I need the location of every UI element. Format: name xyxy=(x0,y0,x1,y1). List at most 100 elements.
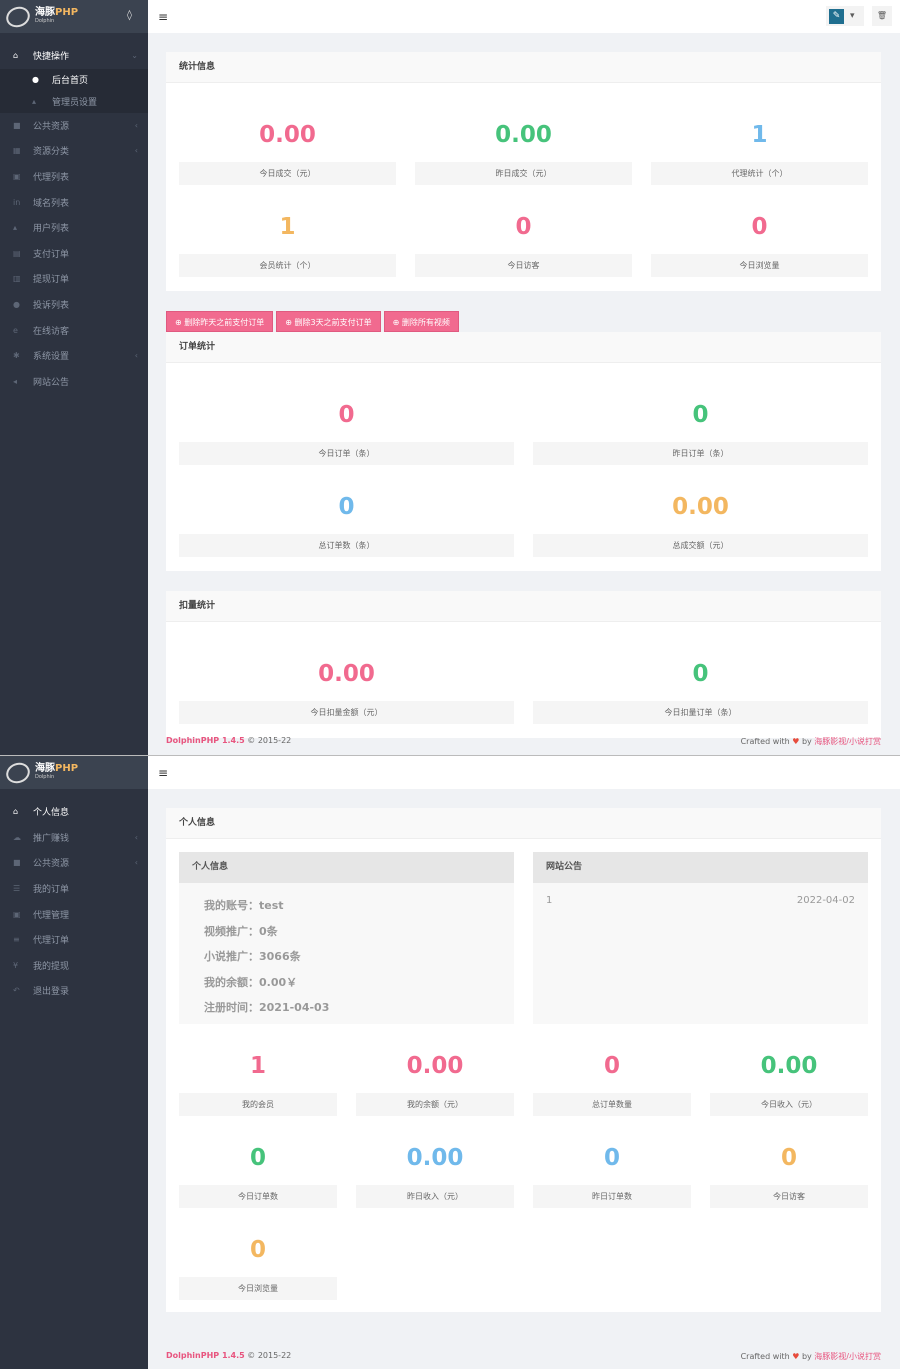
video-icon: ■ xyxy=(13,858,21,868)
delete-all-videos-button[interactable]: ⊕ 删除所有视频 xyxy=(383,311,459,332)
folder-open-icon: ⌂ xyxy=(13,51,19,61)
stat-value: 0 xyxy=(603,1053,620,1079)
stat-card: 0 今日访客 xyxy=(710,1116,868,1208)
stat-card: 0 今日订单数 xyxy=(179,1116,337,1208)
stat-card: 0.00 昨日收入（元） xyxy=(356,1116,514,1208)
sidebar-item-label: 代理列表 xyxy=(33,173,70,184)
sidebar-item[interactable]: ▴ 管理员设置 xyxy=(0,91,148,113)
home-icon: ⌂ xyxy=(13,807,19,817)
menu-toggle-icon[interactable]: ≡ xyxy=(158,9,169,24)
delete-before-yesterday-button[interactable]: ⊕ 删除昨天之前支付订单 xyxy=(166,311,274,332)
notice-date: 2022-04-02 xyxy=(796,895,855,906)
by-text: by xyxy=(801,1352,812,1361)
product-link[interactable]: DolphinPHP 1.4.5 xyxy=(166,1351,245,1360)
stat-value: 0 xyxy=(338,494,355,520)
sidebar-item[interactable]: ▦ 资源分类 ‹ xyxy=(0,138,148,164)
sidebar-item[interactable]: ⌂ 个人信息 xyxy=(0,799,148,825)
sidebar-item-label: 个人信息 xyxy=(33,808,70,819)
orders-block: 订单统计 0 今日订单（条） 0 昨日订单（条） 0 总订单数（条） 0.00 总成交额（元） xyxy=(166,332,881,571)
stat-value: 0 xyxy=(249,1145,266,1171)
sidebar-item[interactable]: ≡ 代理订单 xyxy=(0,927,148,953)
sidebar-item-label: 管理员设置 xyxy=(52,98,98,109)
sidebar-item[interactable]: ■ 公共资源 ‹ xyxy=(0,113,148,139)
panel-title: 个人信息 xyxy=(179,852,514,883)
sidebar-item[interactable]: ● 投诉列表 xyxy=(0,292,148,318)
delete-before-3-days-button[interactable]: ⊕ 删除3天之前支付订单 xyxy=(276,311,381,332)
stat-label: 总成交额（元） xyxy=(533,534,868,557)
sidebar-item-label: 快捷操作 xyxy=(33,52,70,63)
stat-value: 0.00 xyxy=(318,661,375,687)
stat-card: 0 昨日订单数 xyxy=(533,1116,691,1208)
sidebar-item[interactable]: ▣ 代理管理 xyxy=(0,901,148,927)
chevron-icon: ‹ xyxy=(134,858,138,868)
stats-block: 统计信息 0.00 今日成交（元） 0.00 昨日成交（元） 1 代理统计（个） 1 会员统计… xyxy=(166,52,881,291)
heart-icon: ♥ xyxy=(792,1352,800,1361)
author-link[interactable]: 海豚影视/小说打赏 xyxy=(814,737,881,746)
block-title: 个人信息 xyxy=(166,808,881,839)
sidebar-item[interactable]: ↶ 退出登录 xyxy=(0,978,148,1004)
dolphin-logo-icon xyxy=(3,2,33,31)
info-row: 小说推广：3066条 xyxy=(204,950,301,963)
info-circle-icon: ● xyxy=(13,300,20,310)
stat-label: 昨日收入（元） xyxy=(356,1185,514,1208)
sidebar-item[interactable]: ✱ 系统设置 ‹ xyxy=(0,343,148,369)
users-icon: ▣ xyxy=(13,909,21,919)
chevron-icon: ‹ xyxy=(134,351,138,361)
stat-label: 昨日订单数 xyxy=(533,1185,691,1208)
copyright: © 2015-22 xyxy=(247,736,292,745)
sidebar-item[interactable]: ▣ 代理列表 xyxy=(0,164,148,190)
sidebar-item-label: 推广赚钱 xyxy=(33,833,70,844)
notice-panel: 网站公告 1 2022-04-02 xyxy=(533,852,868,1024)
stat-value: 0.00 xyxy=(406,1145,464,1171)
product-link[interactable]: DolphinPHP 1.4.5 xyxy=(166,736,245,745)
sidebar-item[interactable]: ☁ 推广赚钱 ‹ xyxy=(0,825,148,851)
stat-label: 我的会员 xyxy=(179,1093,337,1116)
notice-item[interactable]: 1 2022-04-02 xyxy=(533,883,868,918)
sidebar-nav: ⌂ 快捷操作 ⌄ ● 后台首页 ▴ 管理员设置 ■ 公共资源 ‹ ▦ 资源分类 ‹ ▣ 代理列表 in 域名列表… xyxy=(0,33,148,394)
sidebar-item-label: 后台首页 xyxy=(52,76,89,87)
stat-label: 今日成交（元） xyxy=(179,162,396,185)
main: ≡ 个人信息 个人信息 我的账号：test 视频推广：0条 小说推广：3066条 我的… xyxy=(148,756,900,1369)
button-label: 删除所有视频 xyxy=(401,318,450,327)
bullhorn-icon: ◂ xyxy=(13,376,18,386)
info-row: 注册时间：2021-04-03 xyxy=(204,1001,330,1014)
sidebar-nav: ⌂ 个人信息 ☁ 推广赚钱 ‹ ■ 公共资源 ‹ ☰ 我的订单 ▣ 代理管理 ≡ 代理订单 ¥ 我的提现 ↶ 退出… xyxy=(0,789,148,1004)
stat-value: 0.00 xyxy=(672,494,729,520)
sidebar-item[interactable]: e 在线访客 xyxy=(0,317,148,343)
stat-card: 0 总订单数（条） xyxy=(179,465,514,557)
admin-screen: 海豚PHP Dolphin ◊ ⌂ 快捷操作 ⌄ ● 后台首页 ▴ 管理员设置 ■ 公共资源 ‹ ▦ 资… xyxy=(0,0,900,755)
clear-cache-button[interactable]: 🗑 xyxy=(872,6,892,26)
sidebar-item[interactable]: in 域名列表 xyxy=(0,189,148,215)
logo[interactable]: 海豚PHP Dolphin xyxy=(0,756,148,789)
sidebar-item[interactable]: ☰ 我的订单 xyxy=(0,876,148,902)
block-title: 统计信息 xyxy=(166,52,881,83)
theme-drop-icon[interactable]: ◊ xyxy=(127,10,132,21)
submenu: ● 后台首页 ▴ 管理员设置 xyxy=(0,68,148,113)
linkedin-icon: in xyxy=(13,197,21,207)
sidebar-item[interactable]: ● 后台首页 xyxy=(0,69,148,91)
logo[interactable]: 海豚PHP Dolphin ◊ xyxy=(0,0,148,33)
sidebar-item[interactable]: ▴ 用户列表 xyxy=(0,215,148,241)
ie-icon: e xyxy=(13,325,18,335)
brand-sub: Dolphin xyxy=(35,17,55,24)
sidebar-item[interactable]: ▤ 支付订单 xyxy=(0,241,148,267)
stat-card: 0.00 总成交额（元） xyxy=(533,465,868,557)
stat-label: 总订单数量 xyxy=(533,1093,691,1116)
sidebar-item-label: 用户列表 xyxy=(33,224,70,235)
stat-label: 今日扣量订单（条） xyxy=(533,701,868,724)
sidebar-item[interactable]: ▥ 提现订单 xyxy=(0,266,148,292)
brand-sub: Dolphin xyxy=(35,773,55,780)
user-dropdown-button[interactable]: ✎ ▾ xyxy=(826,6,864,26)
sidebar-item[interactable]: ■ 公共资源 ‹ xyxy=(0,850,148,876)
stat-label: 今日浏览量 xyxy=(179,1277,337,1300)
crafted-text: Crafted with xyxy=(740,1352,790,1361)
author-link[interactable]: 海豚影视/小说打赏 xyxy=(814,1352,881,1361)
sidebar-item[interactable]: ¥ 我的提现 xyxy=(0,953,148,979)
sidebar-item-label: 投诉列表 xyxy=(33,301,70,312)
sidebar-item[interactable]: ◂ 网站公告 xyxy=(0,369,148,395)
stat-card: 0 今日浏览量 xyxy=(179,1208,337,1300)
personal-info-panel: 个人信息 我的账号：test 视频推广：0条 小说推广：3066条 我的余额：0.00… xyxy=(179,852,514,1024)
sidebar-item[interactable]: ⌂ 快捷操作 ⌄ xyxy=(0,43,148,69)
menu-toggle-icon[interactable]: ≡ xyxy=(158,765,169,780)
sidebar-item-label: 我的订单 xyxy=(33,885,70,896)
